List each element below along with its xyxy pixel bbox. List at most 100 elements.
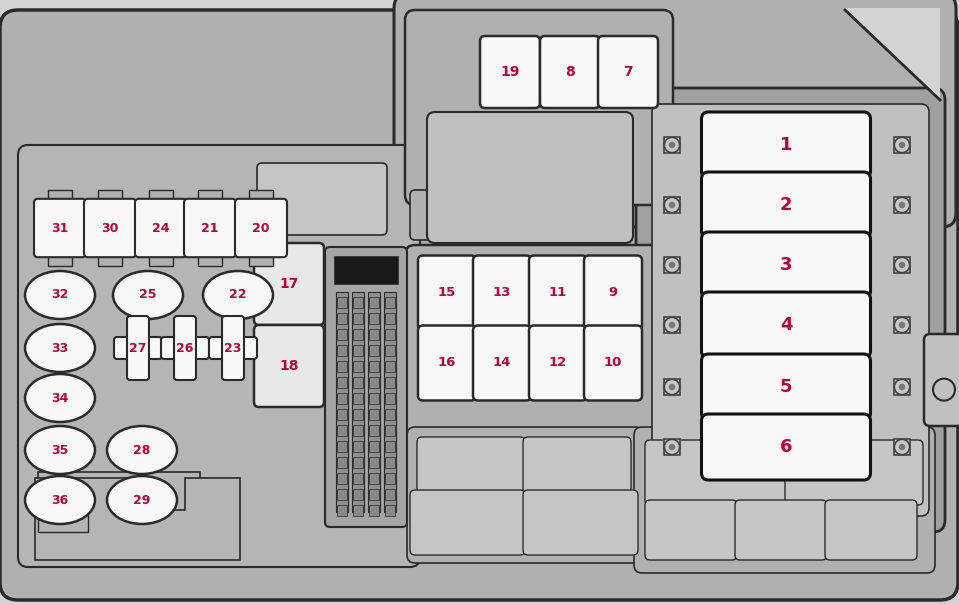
Text: 36: 36 (52, 493, 69, 507)
FancyBboxPatch shape (427, 112, 633, 243)
Text: 13: 13 (493, 286, 511, 300)
FancyBboxPatch shape (0, 10, 958, 600)
Bar (369, 425, 379, 436)
Circle shape (899, 142, 905, 149)
Bar (98, 190, 122, 203)
Bar (369, 489, 379, 500)
Bar (353, 441, 363, 452)
Bar (353, 409, 363, 420)
Bar (38, 502, 88, 532)
FancyBboxPatch shape (701, 112, 871, 178)
Bar (198, 253, 222, 266)
Bar (385, 441, 395, 452)
Bar (369, 505, 379, 516)
FancyBboxPatch shape (645, 500, 737, 560)
Text: 8: 8 (565, 65, 574, 79)
Text: 15: 15 (438, 286, 456, 300)
Bar (665, 257, 680, 272)
FancyBboxPatch shape (34, 199, 86, 257)
FancyBboxPatch shape (701, 232, 871, 298)
Text: 9: 9 (608, 286, 618, 300)
Text: 17: 17 (279, 277, 298, 291)
Text: 4: 4 (780, 316, 792, 334)
Bar (665, 439, 680, 455)
Bar (369, 313, 379, 324)
Bar (352, 292, 364, 512)
Bar (385, 361, 395, 372)
Bar (353, 489, 363, 500)
Text: 26: 26 (176, 341, 194, 355)
Text: 21: 21 (201, 222, 219, 234)
Bar (353, 297, 363, 308)
Bar (353, 361, 363, 372)
FancyBboxPatch shape (645, 440, 787, 505)
FancyBboxPatch shape (473, 255, 531, 330)
Bar (353, 313, 363, 324)
Bar (369, 377, 379, 388)
Text: 23: 23 (224, 341, 242, 355)
FancyBboxPatch shape (636, 88, 945, 532)
FancyBboxPatch shape (529, 326, 587, 400)
FancyBboxPatch shape (254, 243, 324, 325)
Text: 19: 19 (501, 65, 520, 79)
Bar (368, 292, 380, 512)
Bar (48, 253, 72, 266)
Bar (38, 478, 238, 558)
FancyBboxPatch shape (257, 163, 387, 235)
FancyBboxPatch shape (701, 414, 871, 480)
Bar (895, 379, 910, 394)
Bar (384, 292, 396, 512)
Bar (665, 317, 680, 333)
Text: 24: 24 (152, 222, 170, 234)
Circle shape (668, 142, 675, 149)
Bar (369, 393, 379, 404)
FancyBboxPatch shape (825, 500, 917, 560)
Bar (336, 292, 348, 512)
Bar (337, 473, 347, 484)
Text: 5: 5 (780, 378, 792, 396)
Bar (48, 190, 72, 203)
Bar (337, 393, 347, 404)
Bar (353, 505, 363, 516)
Bar (353, 457, 363, 468)
FancyBboxPatch shape (18, 145, 420, 567)
Ellipse shape (25, 271, 95, 319)
Bar (353, 473, 363, 484)
Text: 1: 1 (780, 136, 792, 154)
Ellipse shape (113, 271, 183, 319)
Text: 35: 35 (52, 443, 69, 457)
Bar (369, 345, 379, 356)
Ellipse shape (107, 426, 177, 474)
Text: 6: 6 (780, 438, 792, 456)
Bar (895, 257, 910, 272)
FancyBboxPatch shape (523, 490, 638, 555)
Bar (337, 505, 347, 516)
Bar (385, 329, 395, 340)
FancyBboxPatch shape (84, 199, 136, 257)
Bar (385, 313, 395, 324)
Ellipse shape (25, 324, 95, 372)
Bar (385, 345, 395, 356)
FancyBboxPatch shape (701, 354, 871, 420)
FancyBboxPatch shape (184, 199, 236, 257)
Bar (369, 297, 379, 308)
Bar (249, 190, 273, 203)
Polygon shape (38, 472, 238, 558)
Bar (369, 329, 379, 340)
FancyBboxPatch shape (540, 36, 600, 108)
Bar (337, 297, 347, 308)
Bar (369, 361, 379, 372)
FancyBboxPatch shape (161, 337, 209, 359)
Polygon shape (35, 478, 240, 560)
Circle shape (899, 444, 905, 451)
FancyBboxPatch shape (735, 500, 827, 560)
FancyBboxPatch shape (529, 255, 587, 330)
Text: 12: 12 (549, 356, 567, 370)
FancyBboxPatch shape (584, 326, 642, 400)
FancyBboxPatch shape (701, 172, 871, 238)
Circle shape (899, 322, 905, 329)
FancyBboxPatch shape (410, 490, 525, 555)
Bar (353, 425, 363, 436)
Bar (353, 377, 363, 388)
Bar (337, 329, 347, 340)
